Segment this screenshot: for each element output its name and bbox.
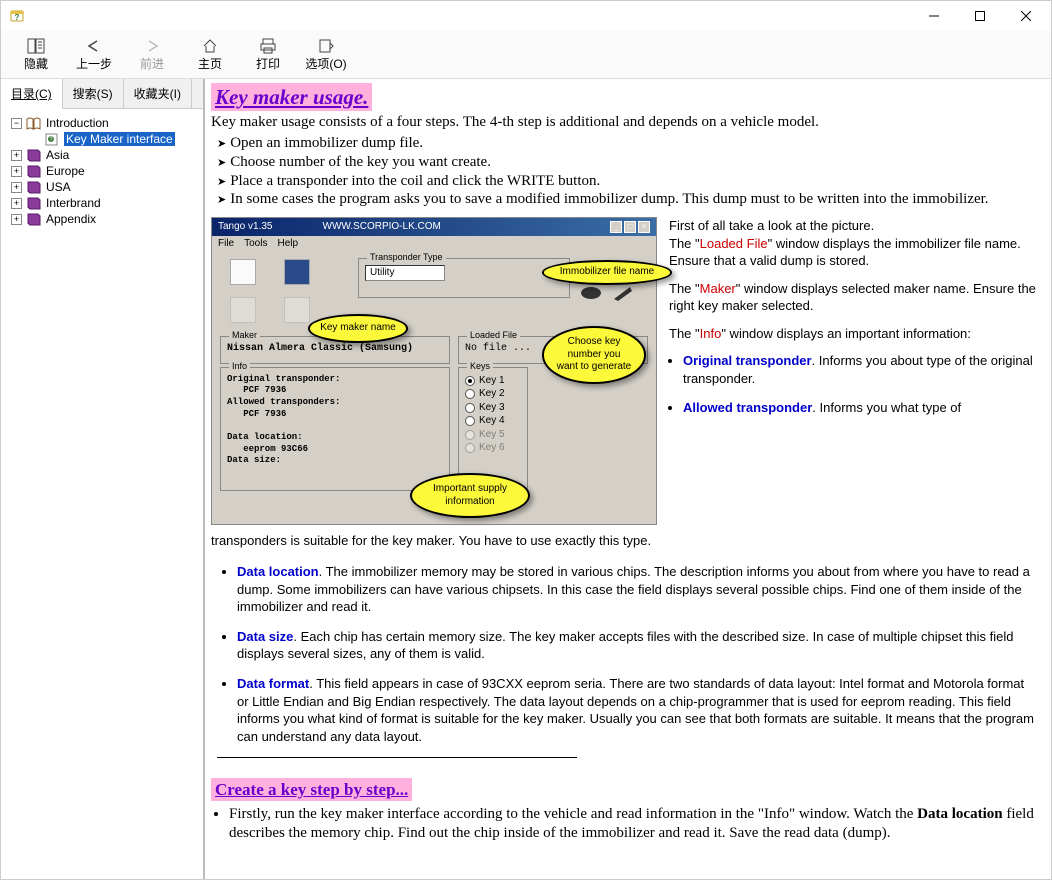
options-icon (316, 37, 336, 55)
home-icon (200, 37, 220, 55)
maximize-button[interactable] (957, 1, 1003, 31)
callout-immo: Immobilizer file name (542, 260, 672, 285)
tree-expander[interactable]: + (11, 166, 22, 177)
step-item: Choose number of the key you want create… (217, 153, 1037, 172)
tree-expander[interactable]: − (11, 118, 22, 129)
tree-node[interactable]: + Appendix (5, 211, 199, 227)
key-radio: Key 6 (465, 442, 521, 455)
toolbar-home[interactable]: 主页 (183, 33, 237, 77)
toolbar-label: 主页 (198, 55, 222, 72)
callout-keys: Choose key number you want to generate (542, 326, 646, 384)
page-title: Key maker usage. (211, 83, 372, 111)
divider (217, 757, 577, 758)
detail-bullets: Data location. The immobilizer memory ma… (237, 563, 1037, 745)
ss-titlebar: Tango v1.35 WWW.SCORPIO-LK.COM _□× (212, 218, 656, 236)
book-icon (26, 164, 42, 178)
key-radio: Key 5 (465, 429, 521, 442)
toolbar-forward[interactable]: 前进 (125, 33, 179, 77)
toolbar-back[interactable]: 上一步 (67, 33, 121, 77)
tree-node[interactable]: ? Key Maker interface (5, 131, 199, 147)
book-icon (26, 148, 42, 162)
toolbar-print[interactable]: 打印 (241, 33, 295, 77)
callout-info: Important supply information (410, 473, 530, 518)
toolbar-options[interactable]: 选项(O) (299, 33, 353, 77)
key-radio: Key 2 (465, 388, 521, 401)
steps2-list: Firstly, run the key maker interface acc… (229, 805, 1037, 843)
print-icon (258, 37, 278, 55)
toolbar-label: 隐藏 (24, 55, 48, 72)
tab-favorites[interactable]: 收藏夹(I) (124, 79, 192, 108)
window-controls (911, 1, 1049, 31)
content-scroll[interactable]: Key maker usage. Key maker usage consist… (205, 79, 1051, 879)
tree-node[interactable]: + Asia (5, 147, 199, 163)
body-area: 目录(C) 搜索(S) 收藏夹(I) − Introduction? Key Mak… (1, 79, 1051, 879)
back-icon (84, 37, 104, 55)
tree-expander[interactable]: + (11, 214, 22, 225)
toolbar-label: 上一步 (76, 55, 112, 72)
tab-contents[interactable]: 目录(C) (1, 79, 63, 109)
step-item: Place a transponder into the coil and cl… (217, 172, 1037, 191)
toolbar-label: 前进 (140, 55, 164, 72)
tree-node[interactable]: − Introduction (5, 115, 199, 131)
hide-icon (26, 37, 46, 55)
steps-list: Open an immobilizer dump file.Choose num… (211, 134, 1037, 209)
side-text: First of all take a look at the picture.… (669, 217, 1037, 429)
tree-node[interactable]: + Europe (5, 163, 199, 179)
subheading: Create a key step by step... (211, 778, 412, 801)
toolbar: 隐藏 上一步 前进 主页 打印 选项(O) (1, 31, 1051, 79)
tree-label: Appendix (46, 212, 96, 226)
sidebar: 目录(C) 搜索(S) 收藏夹(I) − Introduction? Key Mak… (1, 79, 205, 879)
tree-expander[interactable]: + (11, 182, 22, 193)
titlebar: ? (1, 1, 1051, 31)
ss-menu: File Tools Help (212, 236, 656, 253)
app-icon: ? (9, 8, 25, 24)
book-icon (26, 212, 42, 226)
step-item: In some cases the program asks you to sa… (217, 190, 1037, 209)
tree-label: Interbrand (46, 196, 101, 210)
minimize-button[interactable] (911, 1, 957, 31)
help-window: ? 隐藏 上一步 前进 主页 打印 (0, 0, 1052, 880)
tree-label: Key Maker interface (64, 132, 175, 146)
tree-label: USA (46, 180, 71, 194)
tree-label: Europe (46, 164, 85, 178)
detail-item: Data location. The immobilizer memory ma… (237, 563, 1037, 616)
description-block: Tango v1.35 WWW.SCORPIO-LK.COM _□× File … (211, 217, 1037, 525)
detail-item: Data format. This field appears in case … (237, 675, 1037, 745)
key-radio: Key 4 (465, 415, 521, 428)
book-open-icon (26, 116, 42, 130)
tree-label: Introduction (46, 116, 109, 130)
toolbar-label: 选项(O) (305, 55, 346, 72)
book-icon (26, 180, 42, 194)
sidebar-tabs: 目录(C) 搜索(S) 收藏夹(I) (1, 79, 203, 109)
callout-maker: Key maker name (308, 314, 408, 343)
tab-search[interactable]: 搜索(S) (63, 79, 124, 108)
forward-icon (142, 37, 162, 55)
tree-expander[interactable]: + (11, 198, 22, 209)
book-icon (26, 196, 42, 210)
toolbar-hide[interactable]: 隐藏 (9, 33, 63, 77)
tree-view[interactable]: − Introduction? Key Maker interface + Asia + E… (1, 109, 203, 879)
tree-label: Asia (46, 148, 69, 162)
tree-node[interactable]: + Interbrand (5, 195, 199, 211)
allow-continuation: transponders is suitable for the key mak… (211, 533, 1037, 549)
intro-text: Key maker usage consists of a four steps… (211, 113, 1037, 132)
toolbar-label: 打印 (256, 55, 280, 72)
tree-expander[interactable]: + (11, 150, 22, 161)
embedded-screenshot: Tango v1.35 WWW.SCORPIO-LK.COM _□× File … (211, 217, 657, 525)
key-radio: Key 3 (465, 402, 521, 415)
step-item: Open an immobilizer dump file. (217, 134, 1037, 153)
svg-text:?: ? (15, 13, 20, 22)
content-pane: Key maker usage. Key maker usage consist… (205, 79, 1051, 879)
key-radio: Key 1 (465, 375, 521, 388)
tree-node[interactable]: + USA (5, 179, 199, 195)
close-button[interactable] (1003, 1, 1049, 31)
page-icon: ? (44, 132, 60, 146)
tree-expander (29, 134, 40, 145)
detail-item: Data size. Each chip has certain memory … (237, 628, 1037, 663)
